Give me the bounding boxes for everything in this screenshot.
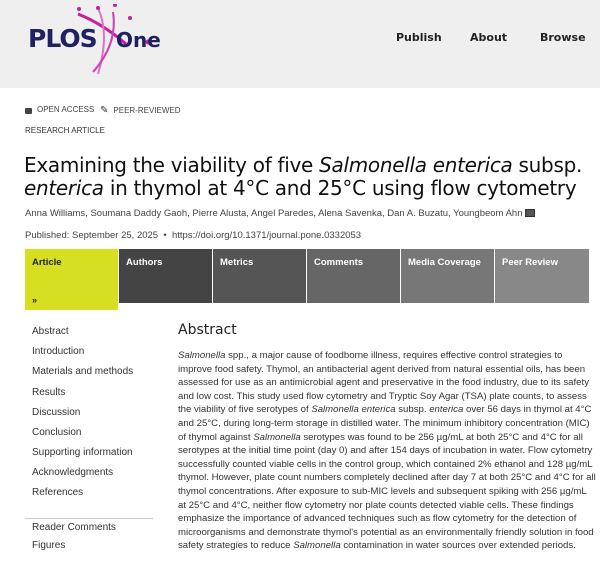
tab-peer-review[interactable]: Peer Review xyxy=(495,249,589,303)
sidebar-item-abstract[interactable]: Abstract xyxy=(32,326,69,337)
sidebar-figures[interactable]: Figures xyxy=(32,540,66,551)
tab-article[interactable]: Article» xyxy=(25,249,118,310)
logo-suffix: One xyxy=(116,28,161,52)
plos-one-logo[interactable]: PLOS One xyxy=(28,4,188,76)
abstract-text: Salmonella spp., a major cause of foodbo… xyxy=(178,350,596,552)
sidebar-divider xyxy=(25,518,153,519)
nav-about[interactable]: About xyxy=(470,31,508,44)
tab-comments[interactable]: Comments xyxy=(307,249,400,303)
open-access-label: OPEN ACCESS xyxy=(37,105,95,114)
open-access-badge[interactable]: OPEN ACCESS xyxy=(25,105,94,114)
nav-browse[interactable]: Browse xyxy=(540,31,586,44)
abstract-heading: Abstract xyxy=(178,322,237,338)
pen-icon: ✎ xyxy=(100,105,109,116)
site-header: PLOS One Publish About Browse xyxy=(0,0,600,88)
tab-media-coverage[interactable]: Media Coverage xyxy=(401,249,494,303)
peer-reviewed-label: PEER-REVIEWED xyxy=(113,106,181,115)
sidebar-item-references[interactable]: References xyxy=(32,487,84,498)
unlock-icon xyxy=(25,108,32,114)
logo-burst-icon xyxy=(77,4,151,75)
tab-metrics[interactable]: Metrics xyxy=(213,249,306,303)
sidebar-item-conclusion[interactable]: Conclusion xyxy=(32,427,82,438)
sidebar-item-discussion[interactable]: Discussion xyxy=(32,407,81,418)
email-icon[interactable] xyxy=(525,209,536,217)
publication-info: Published: September 25, 2025 • https://… xyxy=(25,230,362,241)
sidebar-item-introduction[interactable]: Introduction xyxy=(32,346,85,357)
logo-text: PLOS xyxy=(28,24,98,53)
doi-link[interactable]: https://doi.org/10.1371/journal.pone.033… xyxy=(171,230,362,241)
tab-authors[interactable]: Authors xyxy=(119,249,212,303)
sidebar-item-supporting-information[interactable]: Supporting information xyxy=(32,447,133,458)
published-date: Published: September 25, 2025 xyxy=(25,230,159,241)
sidebar-item-materials-methods[interactable]: Materials and methods xyxy=(32,366,134,377)
sidebar-reader-comments[interactable]: Reader Comments xyxy=(32,522,116,533)
chevron-double-down-icon: » xyxy=(32,295,38,305)
author-list[interactable]: Anna Williams, Soumana Daddy Gaoh, Pierr… xyxy=(25,208,536,219)
authors-text[interactable]: Anna Williams, Soumana Daddy Gaoh, Pierr… xyxy=(25,208,523,219)
sidebar-item-acknowledgments[interactable]: Acknowledgments xyxy=(32,467,114,478)
article-type: RESEARCH ARTICLE xyxy=(25,126,105,135)
article-title: Examining the viability of five Salmonel… xyxy=(24,153,583,200)
nav-publish[interactable]: Publish xyxy=(396,31,442,44)
peer-reviewed-badge[interactable]: ✎ PEER-REVIEWED xyxy=(100,105,181,116)
sidebar-item-results[interactable]: Results xyxy=(32,387,66,398)
